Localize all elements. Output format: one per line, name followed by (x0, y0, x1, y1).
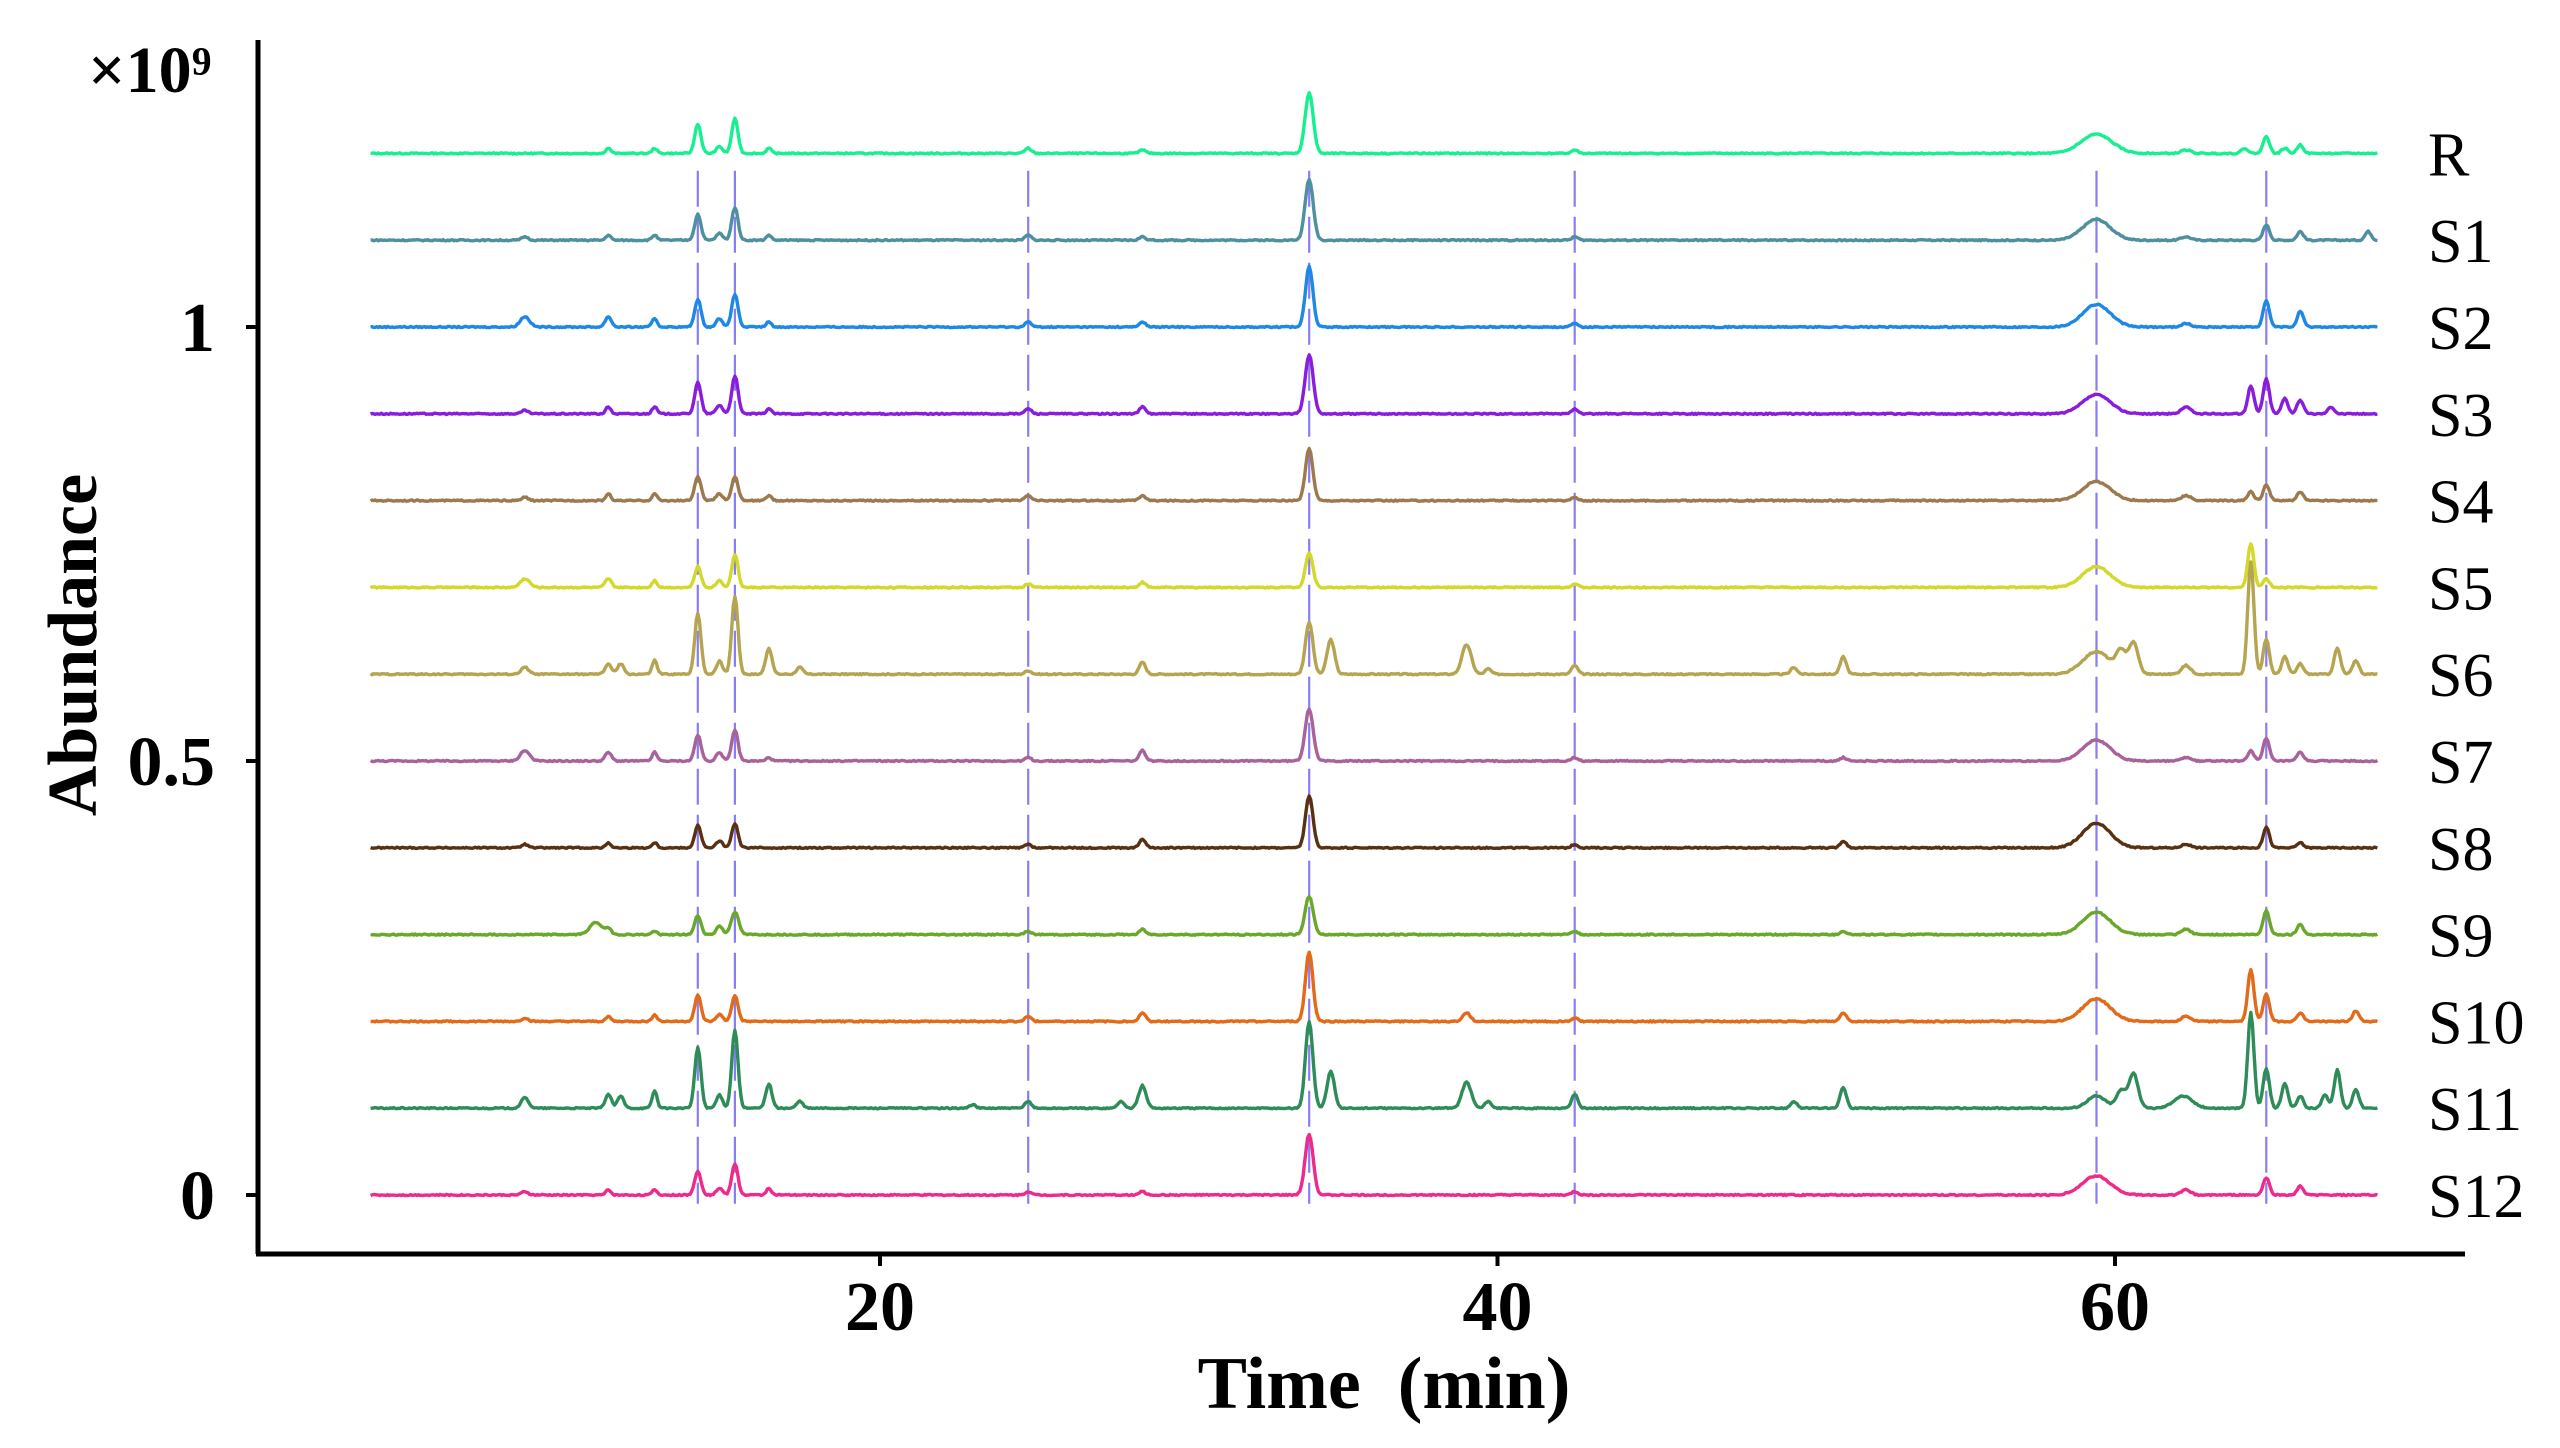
trace-r (370, 91, 2378, 156)
series-label-s4: S4 (2428, 469, 2493, 537)
trace-s3 (369, 353, 2378, 417)
series-labels: R S1 S2 S3 S4 S5 S6 S7 S8 S9 S10 S11 S12 (2428, 121, 2524, 1231)
series-label-s11: S11 (2428, 1076, 2522, 1144)
trace-s10 (370, 950, 2379, 1024)
series-label-s3: S3 (2428, 382, 2493, 450)
trace-s4 (369, 447, 2378, 503)
trace-s9 (370, 895, 2379, 937)
x-tick-label: 60 (2080, 1269, 2150, 1346)
series-label-s5: S5 (2428, 555, 2493, 623)
x-axis-title: Time (min) (1198, 1343, 1571, 1425)
series-label-s12: S12 (2428, 1163, 2524, 1231)
trace-s6 (369, 560, 2378, 677)
series-label-r: R (2428, 121, 2470, 189)
trace-s12 (369, 1132, 2379, 1198)
scale-exponent-label: ×10⁹ (88, 34, 211, 107)
series-label-s10: S10 (2428, 989, 2524, 1057)
trace-s1 (370, 177, 2378, 243)
series-label-s9: S9 (2428, 903, 2493, 971)
x-tick-label: 40 (1463, 1269, 1533, 1346)
y-tick-label: 1 (180, 290, 215, 367)
x-ticks: 20 40 60 (845, 1254, 2150, 1346)
series-label-s6: S6 (2428, 642, 2493, 710)
series-label-s8: S8 (2428, 816, 2493, 884)
y-ticks: 00.51 (128, 290, 258, 1235)
series-label-s7: S7 (2428, 729, 2493, 797)
trace-s5 (369, 542, 2378, 590)
x-tick-label: 20 (845, 1269, 915, 1346)
trace-s11 (370, 1010, 2379, 1111)
y-axis-title: Abundance (35, 474, 112, 816)
series-label-s1: S1 (2428, 208, 2493, 276)
trace-s8 (370, 794, 2378, 851)
axes (255, 40, 2465, 1257)
y-tick-label: 0 (180, 1158, 215, 1235)
chromatogram-traces (369, 91, 2379, 1198)
trace-s2 (370, 264, 2378, 330)
trace-s7 (369, 707, 2379, 764)
series-label-s2: S2 (2428, 295, 2493, 363)
y-tick-label: 0.5 (128, 724, 216, 801)
alignment-guides (696, 170, 2268, 1204)
